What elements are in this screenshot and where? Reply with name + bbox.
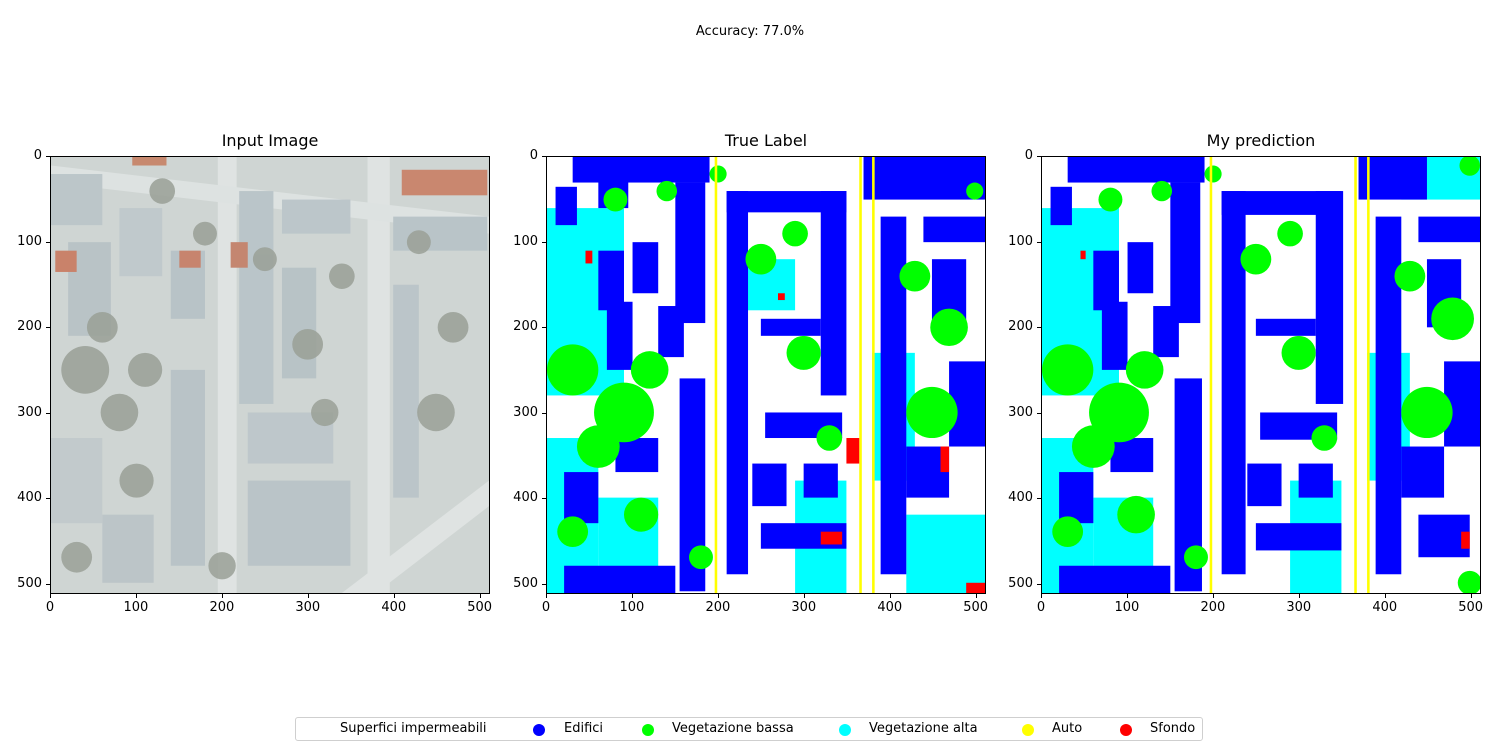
figure-title: Accuracy: 77.0%	[695, 24, 805, 39]
y-tick-mark	[1037, 583, 1041, 585]
x-tick-mark	[1212, 594, 1214, 598]
x-tick-label: 200	[209, 600, 235, 615]
y-tick-label: 0	[529, 148, 538, 163]
x-tick-label: 400	[1372, 600, 1398, 615]
panel-title-true-label: True Label	[724, 131, 808, 150]
legend-marker-auto	[1022, 724, 1034, 736]
x-tick-label: 100	[1114, 600, 1140, 615]
y-tick-mark	[542, 498, 546, 500]
panel-title-input: Input Image	[221, 131, 319, 150]
x-tick-mark	[1041, 594, 1042, 598]
legend-marker-superfici	[322, 724, 334, 736]
y-tick-label: 400	[1008, 490, 1033, 506]
y-tick-label: 300	[1008, 404, 1033, 420]
x-tick-mark	[975, 594, 977, 598]
legend-label-sfondo: Sfondo	[1150, 721, 1196, 736]
y-tick-label: 200	[1008, 319, 1033, 335]
x-tick-label: 0	[1036, 600, 1046, 615]
x-tick-label: 200	[1200, 600, 1226, 615]
y-tick-label: 100	[17, 233, 42, 249]
x-tick-label: 400	[877, 600, 903, 615]
x-tick-mark	[50, 594, 51, 598]
legend-label-superfici: Superfici impermeabili	[340, 721, 487, 736]
y-tick-mark	[46, 327, 50, 329]
prediction-map	[1042, 157, 1480, 593]
x-tick-label: 200	[705, 600, 731, 615]
y-tick-mark	[46, 156, 50, 157]
y-tick-label: 100	[1008, 233, 1033, 249]
x-tick-label: 400	[381, 600, 407, 615]
input-image-plot	[50, 156, 490, 594]
y-tick-mark	[542, 156, 546, 157]
legend: Superfici impermeabili Edifici Vegetazio…	[295, 717, 1203, 741]
legend-marker-vegetazione-alta	[839, 724, 851, 736]
y-tick-mark	[542, 241, 546, 243]
x-tick-label: 0	[541, 600, 551, 615]
y-tick-label: 0	[33, 148, 42, 163]
true-label-map	[547, 157, 985, 593]
y-tick-label: 400	[17, 490, 42, 506]
x-tick-label: 0	[45, 600, 55, 615]
y-tick-mark	[1037, 241, 1041, 243]
x-tick-mark	[1126, 594, 1128, 598]
y-tick-mark	[46, 241, 50, 243]
y-tick-mark	[1037, 327, 1041, 329]
legend-marker-edifici	[533, 724, 545, 736]
x-tick-label: 500	[963, 600, 989, 615]
x-tick-label: 500	[467, 600, 493, 615]
y-tick-mark	[1037, 156, 1041, 157]
x-tick-label: 300	[791, 600, 817, 615]
x-tick-mark	[135, 594, 137, 598]
legend-label-vegetazione-alta: Vegetazione alta	[869, 721, 978, 736]
y-tick-label: 400	[513, 490, 538, 506]
x-tick-mark	[479, 594, 481, 598]
y-tick-label: 200	[513, 319, 538, 335]
y-tick-label: 100	[513, 233, 538, 249]
x-tick-mark	[1470, 594, 1472, 598]
y-tick-mark	[46, 498, 50, 500]
panel-title-prediction: My prediction	[1206, 131, 1316, 150]
y-tick-mark	[1037, 498, 1041, 500]
x-tick-label: 300	[295, 600, 321, 615]
y-tick-label: 500	[1008, 575, 1033, 591]
y-tick-label: 500	[513, 575, 538, 591]
legend-label-edifici: Edifici	[564, 721, 604, 736]
y-tick-mark	[46, 583, 50, 585]
aerial-photo	[51, 157, 489, 593]
legend-label-vegetazione-bassa: Vegetazione bassa	[672, 721, 794, 736]
legend-label-auto: Auto	[1052, 721, 1083, 736]
x-tick-label: 100	[123, 600, 149, 615]
y-tick-mark	[542, 412, 546, 414]
x-tick-label: 500	[1458, 600, 1484, 615]
legend-marker-sfondo	[1120, 724, 1132, 736]
y-tick-mark	[46, 412, 50, 414]
y-tick-label: 500	[17, 575, 42, 591]
x-tick-mark	[717, 594, 719, 598]
x-tick-mark	[1298, 594, 1300, 598]
x-tick-mark	[221, 594, 223, 598]
true-label-plot	[546, 156, 986, 594]
y-tick-label: 0	[1024, 148, 1033, 163]
x-tick-label: 100	[619, 600, 645, 615]
x-tick-mark	[889, 594, 891, 598]
y-tick-label: 300	[513, 404, 538, 420]
prediction-plot	[1041, 156, 1481, 594]
x-tick-mark	[631, 594, 633, 598]
legend-marker-vegetazione-bassa	[642, 724, 654, 736]
y-tick-mark	[542, 327, 546, 329]
y-tick-mark	[542, 583, 546, 585]
x-tick-mark	[393, 594, 395, 598]
y-tick-label: 300	[17, 404, 42, 420]
x-tick-label: 300	[1286, 600, 1312, 615]
y-tick-mark	[1037, 412, 1041, 414]
x-tick-mark	[307, 594, 309, 598]
x-tick-mark	[546, 594, 547, 598]
y-tick-label: 200	[17, 319, 42, 335]
x-tick-mark	[803, 594, 805, 598]
x-tick-mark	[1384, 594, 1386, 598]
